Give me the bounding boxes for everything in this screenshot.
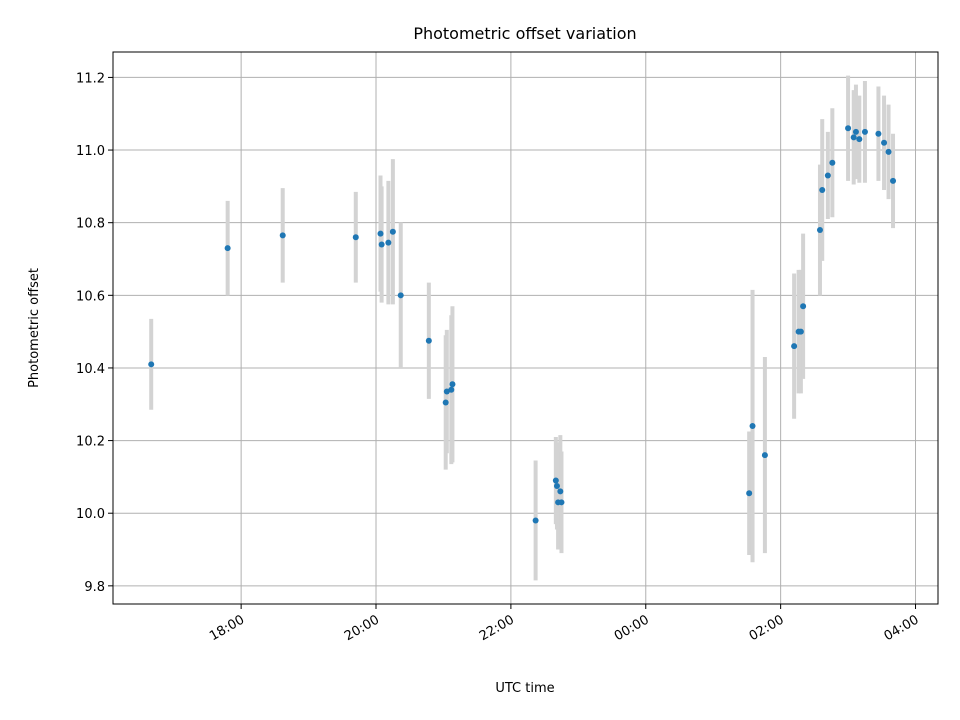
- x-tick-label: 22:00: [477, 612, 517, 644]
- data-point: [797, 328, 804, 335]
- data-point: [448, 386, 455, 393]
- data-point: [881, 139, 888, 146]
- data-point: [558, 499, 565, 506]
- y-tick-label: 10.8: [76, 217, 105, 232]
- x-axis: 18:00 20:00 22:00 00:00 02:00 04:00: [207, 604, 922, 644]
- y-tick-label: 10.2: [76, 435, 105, 450]
- data-point: [885, 148, 892, 155]
- data-point: [553, 482, 560, 489]
- data-point: [557, 488, 564, 495]
- data-point: [824, 172, 831, 179]
- y-axis: 9.8 10.0 10.2 10.4 10.6 10.8 11.0 11.2: [76, 71, 113, 595]
- data-point: [352, 234, 359, 241]
- data-point: [800, 303, 807, 310]
- data-points: [148, 125, 897, 524]
- data-point: [845, 125, 852, 132]
- data-point: [148, 361, 155, 368]
- data-point: [816, 226, 823, 233]
- data-point: [761, 452, 768, 459]
- data-point: [791, 343, 798, 350]
- data-point: [442, 399, 449, 406]
- error-bars: [149, 75, 896, 581]
- x-tick-label: 02:00: [747, 612, 787, 644]
- data-point: [532, 517, 539, 524]
- data-point: [425, 337, 432, 344]
- data-point: [397, 292, 404, 299]
- data-point: [875, 130, 882, 137]
- y-tick-label: 10.6: [76, 289, 105, 304]
- data-point: [829, 159, 836, 166]
- data-point: [389, 228, 396, 235]
- data-point: [279, 232, 286, 239]
- x-tick-label: 04:00: [882, 612, 922, 644]
- y-tick-label: 10.4: [76, 362, 105, 377]
- data-point: [850, 134, 857, 141]
- data-point: [552, 477, 559, 484]
- data-point: [861, 128, 868, 135]
- y-tick-label: 9.8: [84, 580, 105, 595]
- data-point: [852, 128, 859, 135]
- x-tick-label: 20:00: [342, 612, 382, 644]
- y-tick-label: 11.2: [76, 71, 105, 86]
- y-tick-label: 10.0: [76, 507, 105, 522]
- data-point: [377, 230, 384, 237]
- x-axis-label: UTC time: [495, 681, 554, 696]
- data-point: [449, 381, 456, 388]
- data-point: [819, 187, 826, 193]
- data-point: [749, 423, 756, 430]
- data-point: [890, 177, 897, 184]
- x-tick-label: 00:00: [612, 612, 652, 644]
- data-point: [224, 245, 231, 252]
- y-tick-label: 11.0: [76, 144, 105, 159]
- y-axis-label: Photometric offset: [27, 268, 42, 388]
- data-point: [378, 241, 385, 248]
- data-point: [746, 490, 753, 497]
- chart-title: Photometric offset variation: [413, 24, 636, 43]
- data-point: [856, 136, 863, 143]
- data-point: [443, 388, 450, 395]
- data-point: [385, 239, 392, 246]
- plot-frame: [112, 51, 939, 605]
- x-tick-label: 18:00: [207, 612, 247, 644]
- grid: [113, 52, 938, 604]
